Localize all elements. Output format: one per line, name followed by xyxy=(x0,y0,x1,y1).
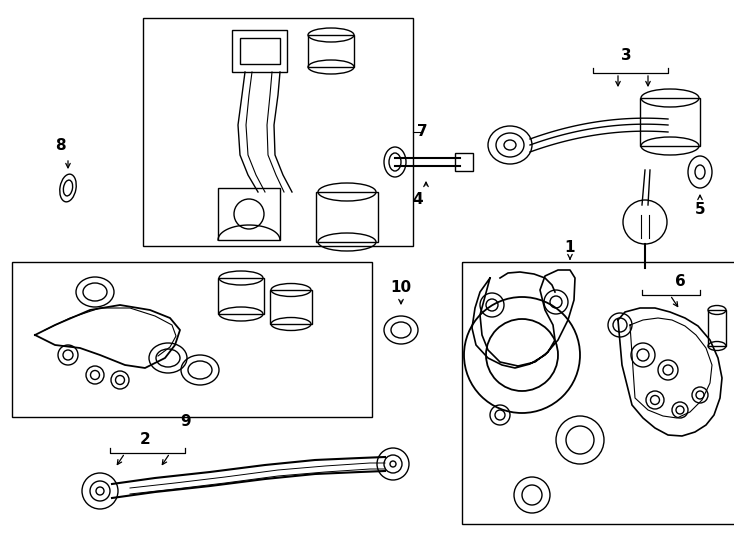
Bar xyxy=(316,192,378,242)
Text: 6: 6 xyxy=(675,274,686,289)
Bar xyxy=(12,262,372,417)
Bar xyxy=(218,278,264,314)
Bar xyxy=(455,153,473,171)
Text: 2: 2 xyxy=(139,433,150,448)
Bar xyxy=(232,30,287,72)
Text: 5: 5 xyxy=(694,202,705,218)
Bar xyxy=(308,35,354,67)
Bar xyxy=(640,98,700,146)
Text: 4: 4 xyxy=(413,192,424,207)
Bar xyxy=(708,310,726,346)
Bar xyxy=(143,18,413,246)
Text: 1: 1 xyxy=(564,240,575,255)
Text: 7: 7 xyxy=(417,125,427,139)
Text: 8: 8 xyxy=(55,138,65,152)
Bar xyxy=(240,38,280,64)
Bar xyxy=(270,290,312,324)
Bar xyxy=(462,262,734,524)
Text: 3: 3 xyxy=(621,48,631,63)
Text: 10: 10 xyxy=(390,280,412,295)
Bar xyxy=(218,188,280,240)
Text: 9: 9 xyxy=(181,415,192,429)
